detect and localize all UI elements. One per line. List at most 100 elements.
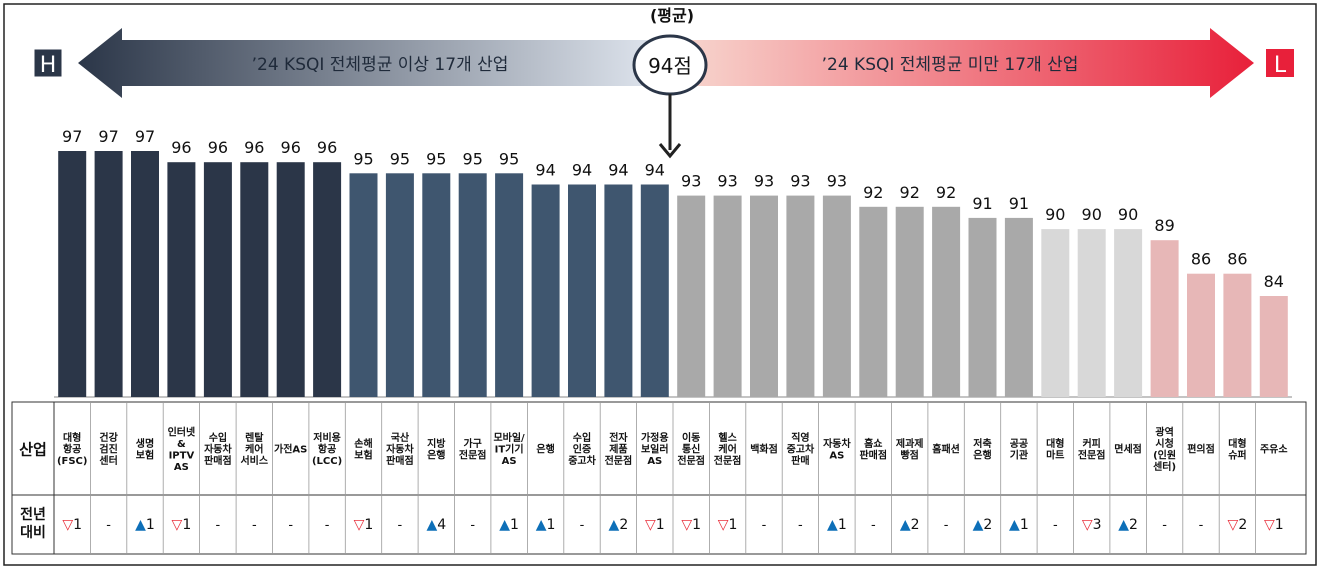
bar bbox=[385, 173, 414, 397]
category-label: 광역 시청 (인원 센터) bbox=[1153, 425, 1176, 473]
bar bbox=[58, 151, 87, 397]
bar bbox=[495, 173, 524, 397]
category-label: 대형 마트 bbox=[1046, 437, 1064, 462]
table-frame bbox=[11, 401, 1307, 555]
category-label: 모바일/IT기기 AS bbox=[493, 431, 525, 467]
bar bbox=[1004, 217, 1033, 397]
category-label: 지방 은행 bbox=[427, 437, 446, 462]
yoy-up: ▲1 bbox=[827, 517, 847, 533]
bar-value-label: 94 bbox=[572, 161, 592, 180]
bar bbox=[1187, 273, 1215, 397]
yoy-none: - bbox=[1199, 518, 1204, 533]
yoy-down: ▽2 bbox=[1228, 517, 1248, 533]
category-label: 홈패션 bbox=[932, 443, 960, 456]
category-label: 건강 검진 센터 bbox=[99, 431, 118, 467]
bar bbox=[349, 173, 378, 397]
bar-value-label: 95 bbox=[499, 149, 519, 168]
bar-value-label: 86 bbox=[1227, 250, 1247, 269]
outer-frame bbox=[3, 3, 1317, 566]
yoy-up: ▲2 bbox=[900, 517, 920, 533]
category-label: 수입 인증 중고차 bbox=[568, 431, 596, 467]
yoy-none: - bbox=[798, 518, 803, 533]
yoy-none: - bbox=[325, 518, 330, 533]
yoy-down: ▽1 bbox=[645, 517, 665, 533]
yoy-none: - bbox=[470, 518, 475, 533]
bar-value-label: 94 bbox=[608, 161, 628, 180]
yoy-none: - bbox=[871, 518, 876, 533]
category-label: 제과제 빵점 bbox=[896, 437, 924, 462]
yoy-up: ▲4 bbox=[426, 517, 446, 533]
value-labels-group: 97 97 97 96 96 96 96 96 95 95 95 95 95 94 94 94 94 93 93 93… bbox=[62, 127, 1284, 291]
category-label: 편의점 bbox=[1187, 443, 1215, 456]
bar-value-label: 93 bbox=[717, 172, 737, 191]
category-label: 전자 제품 전문점 bbox=[605, 431, 633, 467]
bar-value-label: 90 bbox=[1045, 205, 1065, 224]
bar-value-label: 96 bbox=[208, 138, 228, 157]
yoy-none: - bbox=[288, 518, 293, 533]
bar bbox=[895, 206, 924, 397]
bar-value-label: 84 bbox=[1264, 272, 1284, 291]
category-label: 저비용 항공 (LCC) bbox=[312, 431, 342, 467]
bar bbox=[422, 173, 451, 397]
bar-value-label: 97 bbox=[62, 127, 82, 146]
bar-value-label: 97 bbox=[98, 127, 118, 146]
category-label: 국산 자동차 판매점 bbox=[386, 431, 414, 467]
bar-value-label: 93 bbox=[827, 172, 847, 191]
category-label: 직영 중고차 판매 bbox=[787, 431, 815, 467]
category-label: 대형 항공 (FSC) bbox=[57, 431, 88, 467]
bar bbox=[968, 217, 997, 397]
bar-value-label: 92 bbox=[900, 183, 920, 202]
bar-value-label: 93 bbox=[681, 172, 701, 191]
yoy-none: - bbox=[216, 518, 221, 533]
bar bbox=[750, 195, 778, 397]
category-label: 백화점 bbox=[750, 443, 778, 456]
average-value: 94점 bbox=[648, 54, 692, 78]
left-banner-text: ’24 KSQI 전체평균 이상 17개 산업 bbox=[252, 55, 509, 75]
bar bbox=[131, 151, 159, 397]
yoy-up: ▲1 bbox=[135, 517, 155, 533]
bar bbox=[203, 162, 232, 397]
bar bbox=[1223, 273, 1252, 397]
bar-value-label: 94 bbox=[645, 161, 665, 180]
yoy-up: ▲1 bbox=[499, 517, 519, 533]
bar bbox=[1259, 296, 1288, 397]
category-label: 가구 전문점 bbox=[459, 437, 487, 462]
category-label: 헬스 케어 전문점 bbox=[714, 431, 742, 467]
category-label: 인터넷 & IPTV AS bbox=[168, 425, 196, 473]
yoy-none: - bbox=[580, 518, 585, 533]
yoy-down: ▽1 bbox=[62, 517, 82, 533]
yoy-down: ▽1 bbox=[354, 517, 374, 533]
bar bbox=[1114, 229, 1143, 397]
bar-value-label: 96 bbox=[244, 138, 264, 157]
bar-value-label: 95 bbox=[390, 149, 410, 168]
yoy-none: - bbox=[398, 518, 403, 533]
yoy-up: ▲2 bbox=[609, 517, 629, 533]
row-header-industry: 산업 bbox=[19, 441, 47, 459]
bar-value-label: 96 bbox=[171, 138, 191, 157]
bar bbox=[94, 151, 123, 397]
yoy-up: ▲2 bbox=[973, 517, 993, 533]
yoy-none: - bbox=[762, 518, 767, 533]
bars-group bbox=[58, 151, 1288, 397]
right-arrow-banner bbox=[690, 28, 1254, 98]
category-label: 주유소 bbox=[1260, 444, 1288, 456]
category-label: 대형 슈퍼 bbox=[1228, 437, 1246, 462]
yoy-down: ▽3 bbox=[1082, 517, 1102, 533]
bar bbox=[167, 162, 196, 397]
yoy-down: ▽1 bbox=[681, 517, 701, 533]
category-label: 홈쇼 판매점 bbox=[859, 437, 887, 462]
category-label: 손해 보험 bbox=[354, 437, 372, 462]
bar bbox=[640, 184, 669, 397]
bar bbox=[313, 162, 342, 397]
bar bbox=[276, 162, 305, 397]
category-label: 저축 은행 bbox=[973, 437, 991, 462]
bar bbox=[932, 206, 961, 397]
yoy-up: ▲2 bbox=[1118, 517, 1138, 533]
bar-value-label: 92 bbox=[863, 183, 883, 202]
yoy-down: ▽1 bbox=[718, 517, 738, 533]
bar bbox=[859, 206, 888, 397]
bar-value-label: 94 bbox=[535, 161, 555, 180]
yoy-up: ▲1 bbox=[536, 517, 556, 533]
bar-value-label: 96 bbox=[317, 138, 337, 157]
bar-value-label: 90 bbox=[1082, 205, 1102, 224]
